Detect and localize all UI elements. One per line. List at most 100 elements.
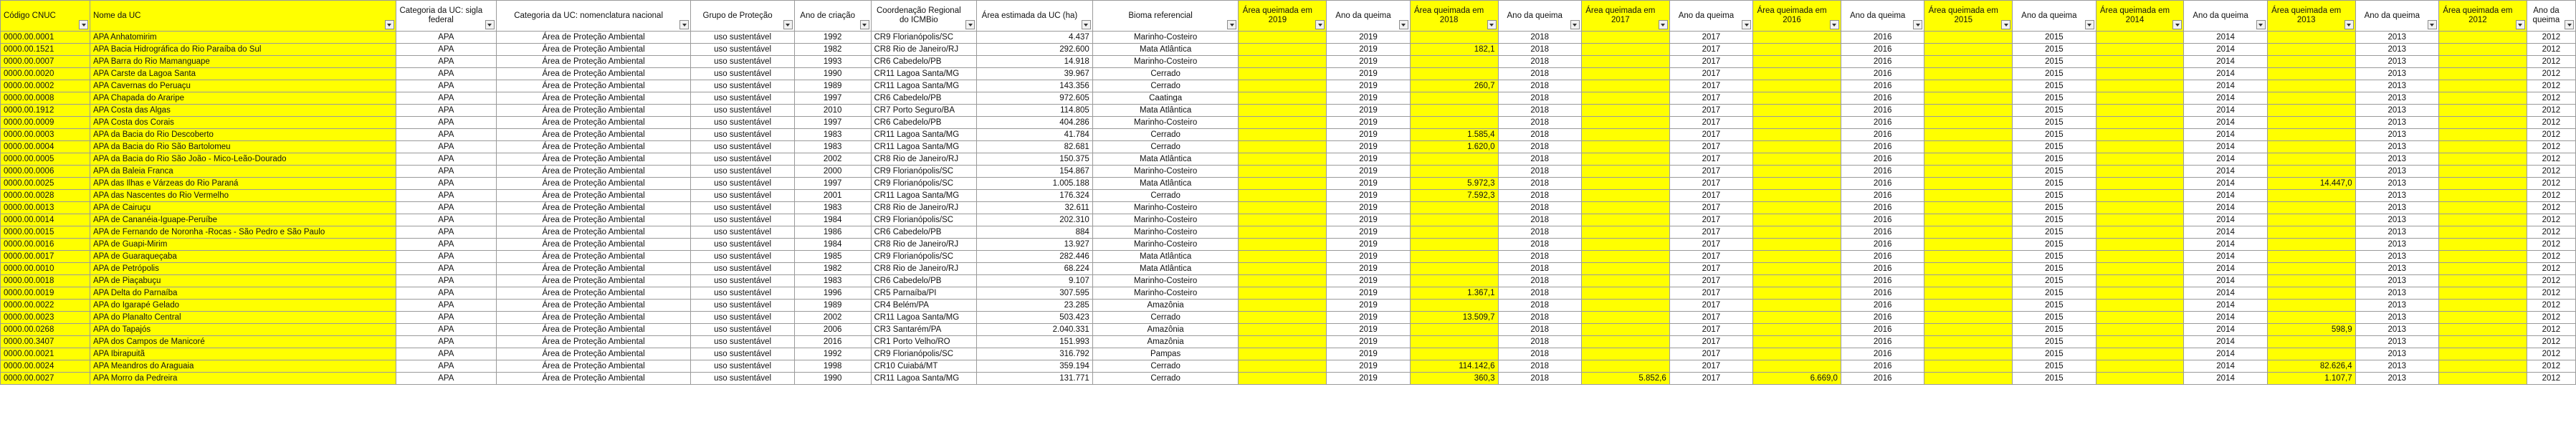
cell-ano-queima-2018[interactable]: 2018 <box>1497 153 1582 166</box>
cell-area-queimada-2013[interactable] <box>2266 140 2356 153</box>
cell-ano-queima-2016[interactable]: 2016 <box>1840 67 1925 80</box>
cell-area-queimada-2018[interactable]: 5.972,3 <box>1409 177 1499 190</box>
cell-ano-queima-2016[interactable]: 2016 <box>1840 262 1925 275</box>
cell-ano-queima-2019[interactable]: 2019 <box>1326 250 1411 263</box>
cell-ano-queima-2013[interactable]: 2013 <box>2355 299 2439 312</box>
cell-codigo-cnuc[interactable]: 0000.00.0027 <box>0 372 90 385</box>
cell-ano-queima-2019[interactable]: 2019 <box>1326 165 1411 178</box>
column-header-9[interactable]: Área queimada em 2019 <box>1238 0 1327 32</box>
cell-area-queimada-2019[interactable] <box>1238 348 1327 360</box>
cell-ano-queima-2019[interactable]: 2019 <box>1326 348 1411 360</box>
cell-ano-queima-2013[interactable]: 2013 <box>2355 140 2439 153</box>
cell-area-queimada-2014[interactable] <box>2095 43 2185 56</box>
cell-ano-queima-2015[interactable]: 2015 <box>2012 323 2096 336</box>
cell-area-queimada-2016[interactable] <box>1752 177 1841 190</box>
cell-area-queimada-2013[interactable]: 82.626,4 <box>2266 360 2356 373</box>
cell-area-queimada-2015[interactable] <box>1924 335 2013 348</box>
cell-area-queimada-2016[interactable] <box>1752 323 1841 336</box>
cell-ano-queima-2015[interactable]: 2015 <box>2012 80 2096 92</box>
cell-categoria-nome[interactable]: Área de Proteção Ambiental <box>495 189 692 202</box>
cell-nome-uc[interactable]: APA de Petrópolis <box>90 262 396 275</box>
cell-bioma[interactable]: Mata Atlântica <box>1092 177 1239 190</box>
cell-coordenacao-regional[interactable]: CR8 Rio de Janeiro/RJ <box>870 238 978 251</box>
cell-area-estimada[interactable]: 307.595 <box>976 287 1093 300</box>
cell-ano-criacao[interactable]: 1996 <box>793 287 872 300</box>
cell-nome-uc[interactable]: APA da Bacia do Rio São Bartolomeu <box>90 140 396 153</box>
cell-area-queimada-2019[interactable] <box>1238 153 1327 166</box>
cell-ano-queima-2012[interactable]: 2012 <box>2526 226 2576 239</box>
column-header-1[interactable]: Nome da UC <box>90 0 396 32</box>
cell-ano-queima-2014[interactable]: 2014 <box>2183 323 2268 336</box>
cell-area-queimada-2017[interactable] <box>1580 238 1670 251</box>
cell-area-queimada-2019[interactable] <box>1238 287 1327 300</box>
filter-dropdown-icon[interactable] <box>2344 20 2354 29</box>
column-header-22[interactable]: Ano da queima <box>2355 0 2439 32</box>
cell-nome-uc[interactable]: APA Chapada do Araripe <box>90 92 396 105</box>
cell-area-estimada[interactable]: 114.805 <box>976 104 1093 117</box>
cell-codigo-cnuc[interactable]: 0000.00.0023 <box>0 311 90 324</box>
cell-area-queimada-2012[interactable] <box>2438 31 2527 44</box>
cell-ano-queima-2016[interactable]: 2016 <box>1840 92 1925 105</box>
cell-area-queimada-2014[interactable] <box>2095 80 2185 92</box>
cell-codigo-cnuc[interactable]: 0000.00.0019 <box>0 287 90 300</box>
cell-area-queimada-2015[interactable] <box>1924 311 2013 324</box>
column-header-5[interactable]: Ano de criação <box>793 0 872 32</box>
cell-area-queimada-2015[interactable] <box>1924 238 2013 251</box>
cell-ano-queima-2012[interactable]: 2012 <box>2526 116 2576 129</box>
cell-ano-queima-2012[interactable]: 2012 <box>2526 238 2576 251</box>
cell-categoria-nome[interactable]: Área de Proteção Ambiental <box>495 311 692 324</box>
cell-ano-queima-2013[interactable]: 2013 <box>2355 323 2439 336</box>
cell-ano-criacao[interactable]: 2002 <box>793 311 872 324</box>
cell-codigo-cnuc[interactable]: 0000.00.0016 <box>0 238 90 251</box>
cell-categoria-sigla[interactable]: APA <box>395 226 497 239</box>
cell-bioma[interactable]: Cerrado <box>1092 80 1239 92</box>
cell-categoria-sigla[interactable]: APA <box>395 287 497 300</box>
cell-area-queimada-2014[interactable] <box>2095 348 2185 360</box>
cell-ano-queima-2014[interactable]: 2014 <box>2183 80 2268 92</box>
cell-area-queimada-2014[interactable] <box>2095 104 2185 117</box>
cell-coordenacao-regional[interactable]: CR11 Lagoa Santa/MG <box>870 189 978 202</box>
cell-ano-queima-2019[interactable]: 2019 <box>1326 226 1411 239</box>
cell-coordenacao-regional[interactable]: CR5 Parnaíba/PI <box>870 287 978 300</box>
cell-categoria-sigla[interactable]: APA <box>395 238 497 251</box>
cell-area-queimada-2016[interactable] <box>1752 31 1841 44</box>
cell-area-queimada-2014[interactable] <box>2095 226 2185 239</box>
cell-ano-queima-2012[interactable]: 2012 <box>2526 250 2576 263</box>
cell-nome-uc[interactable]: APA Costa dos Corais <box>90 116 396 129</box>
cell-codigo-cnuc[interactable]: 0000.00.0268 <box>0 323 90 336</box>
cell-grupo-protecao[interactable]: uso sustentável <box>690 323 795 336</box>
cell-area-queimada-2016[interactable] <box>1752 226 1841 239</box>
cell-grupo-protecao[interactable]: uso sustentável <box>690 104 795 117</box>
cell-ano-queima-2019[interactable]: 2019 <box>1326 360 1411 373</box>
cell-grupo-protecao[interactable]: uso sustentável <box>690 238 795 251</box>
cell-ano-queima-2012[interactable]: 2012 <box>2526 214 2576 226</box>
cell-area-queimada-2019[interactable] <box>1238 299 1327 312</box>
cell-bioma[interactable]: Cerrado <box>1092 372 1239 385</box>
cell-ano-queima-2013[interactable]: 2013 <box>2355 43 2439 56</box>
cell-area-queimada-2015[interactable] <box>1924 165 2013 178</box>
cell-area-queimada-2015[interactable] <box>1924 104 2013 117</box>
cell-codigo-cnuc[interactable]: 0000.00.0025 <box>0 177 90 190</box>
cell-area-queimada-2016[interactable] <box>1752 116 1841 129</box>
cell-bioma[interactable]: Amazônia <box>1092 335 1239 348</box>
cell-coordenacao-regional[interactable]: CR9 Florianópolis/SC <box>870 214 978 226</box>
cell-ano-criacao[interactable]: 2016 <box>793 335 872 348</box>
cell-bioma[interactable]: Marinho-Costeiro <box>1092 201 1239 214</box>
cell-codigo-cnuc[interactable]: 0000.00.0003 <box>0 128 90 141</box>
cell-ano-queima-2019[interactable]: 2019 <box>1326 214 1411 226</box>
cell-categoria-nome[interactable]: Área de Proteção Ambiental <box>495 250 692 263</box>
cell-area-queimada-2019[interactable] <box>1238 360 1327 373</box>
cell-codigo-cnuc[interactable]: 0000.00.0001 <box>0 31 90 44</box>
cell-categoria-sigla[interactable]: APA <box>395 80 497 92</box>
cell-bioma[interactable]: Cerrado <box>1092 189 1239 202</box>
cell-ano-queima-2013[interactable]: 2013 <box>2355 214 2439 226</box>
cell-grupo-protecao[interactable]: uso sustentável <box>690 67 795 80</box>
cell-ano-queima-2019[interactable]: 2019 <box>1326 311 1411 324</box>
cell-ano-queima-2018[interactable]: 2018 <box>1497 262 1582 275</box>
cell-area-queimada-2017[interactable] <box>1580 140 1670 153</box>
column-header-4[interactable]: Grupo de Proteção <box>690 0 795 32</box>
cell-area-queimada-2013[interactable] <box>2266 67 2356 80</box>
cell-ano-queima-2018[interactable]: 2018 <box>1497 372 1582 385</box>
cell-ano-queima-2017[interactable]: 2017 <box>1669 274 1754 287</box>
cell-area-estimada[interactable]: 13.927 <box>976 238 1093 251</box>
